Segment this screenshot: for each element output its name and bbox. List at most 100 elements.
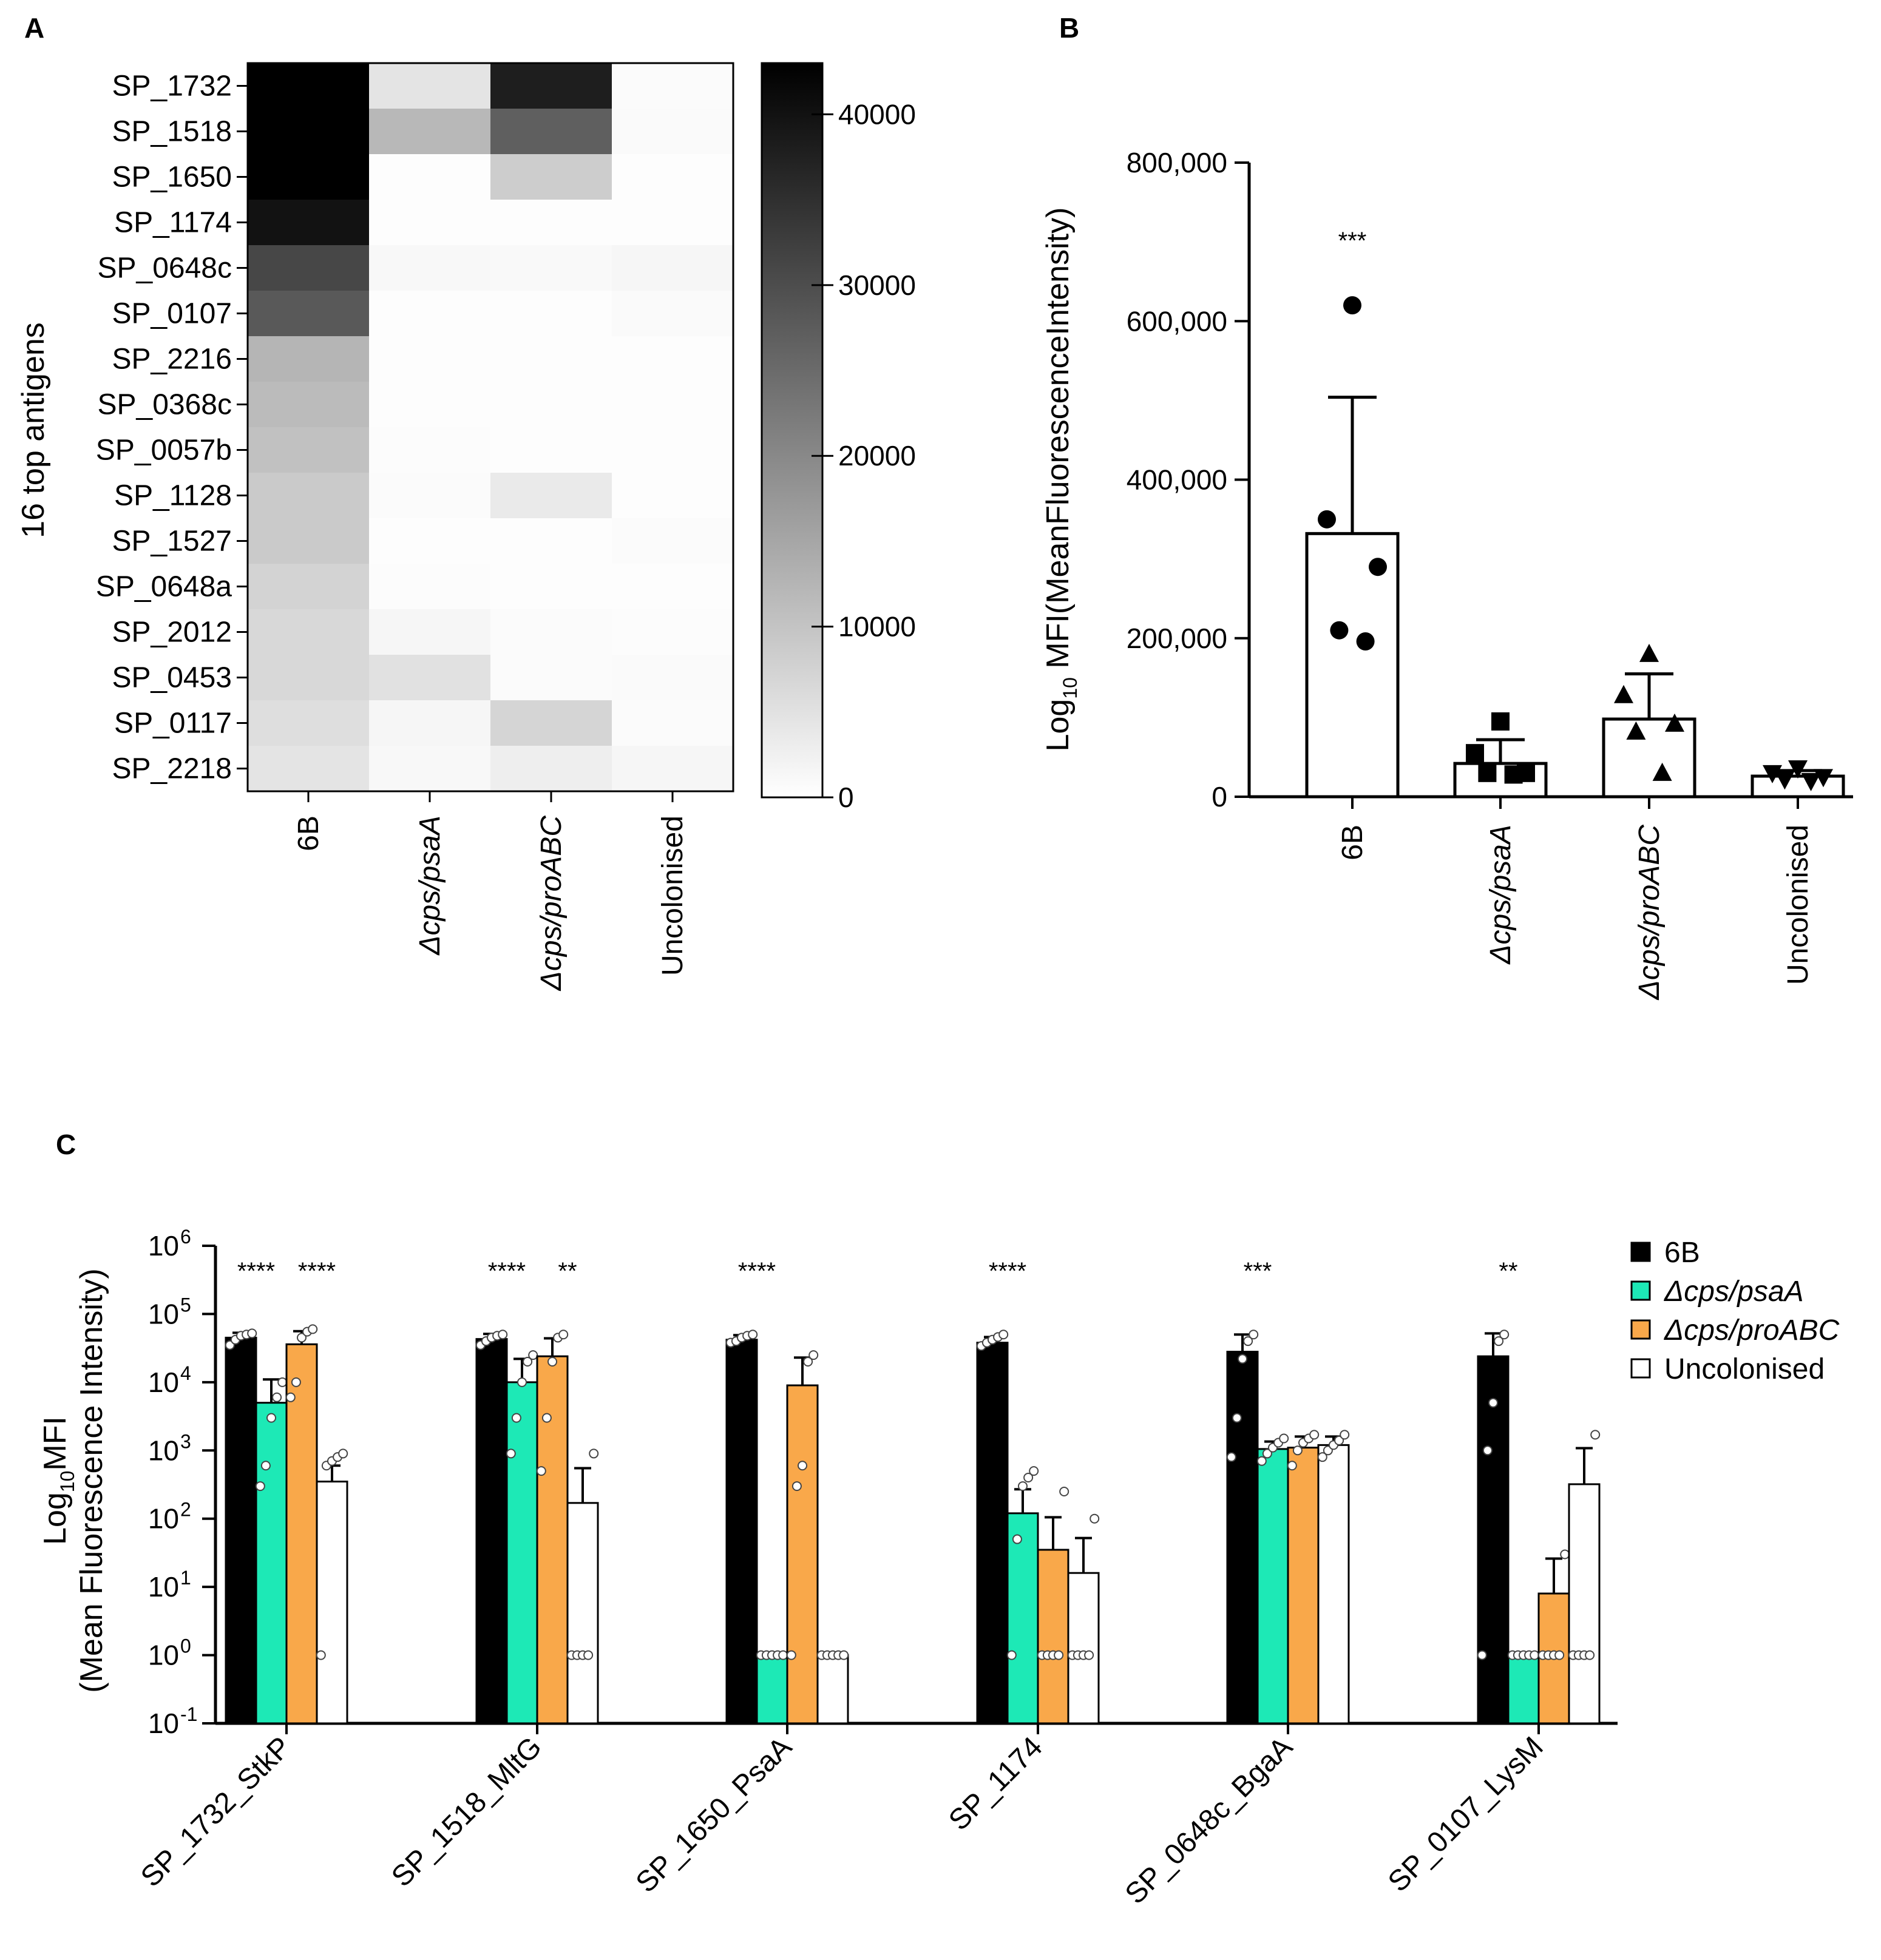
- c-data-point: [1256, 1456, 1267, 1466]
- heatmap-cell: [248, 336, 370, 382]
- c-bar: [1287, 1447, 1320, 1725]
- heatmap-cell: [369, 427, 491, 473]
- heatmap-frame: [246, 62, 734, 792]
- c-legend-label: Δcps/proABC: [1664, 1314, 1840, 1347]
- c-bar: [475, 1338, 508, 1725]
- c-data-point: [260, 1461, 271, 1471]
- c-bar: [1226, 1351, 1259, 1725]
- c-data-point: [316, 1650, 326, 1660]
- heatmap-cell: [490, 245, 612, 291]
- c-data-point: [277, 1377, 288, 1387]
- c-y-tick-exponent: 2: [180, 1499, 191, 1521]
- heatmap-cell: [248, 518, 370, 564]
- heatmap-cell: [248, 382, 370, 428]
- heatmap-cell: [612, 245, 734, 291]
- heatmap-col-label: Uncolonised: [657, 816, 689, 976]
- c-data-point: [1006, 1650, 1017, 1660]
- c-data-point: [589, 1448, 599, 1459]
- c-data-point: [1262, 1448, 1272, 1459]
- b-x-label: Δcps/psaA: [1485, 825, 1517, 965]
- heatmap-row-label: SP_0648c: [97, 252, 232, 285]
- heatmap-cell: [490, 154, 612, 200]
- c-bar: [1067, 1572, 1100, 1725]
- c-legend-swatch: [1630, 1242, 1651, 1262]
- heatmap-row-label: SP_2012: [112, 617, 232, 649]
- heatmap-cell: [369, 382, 491, 428]
- heatmap-row-label: SP_2218: [112, 753, 232, 785]
- c-x-label: SP_1518_MltG: [385, 1731, 548, 1893]
- c-bar: [786, 1384, 819, 1725]
- heatmap-row-label: SP_0648a: [96, 571, 232, 603]
- colorbar-tick-label: 40000: [838, 98, 916, 130]
- c-bar: [506, 1381, 538, 1725]
- b-bar: [1602, 717, 1696, 799]
- b-data-point: [1369, 558, 1387, 576]
- c-bar: [1568, 1483, 1601, 1725]
- b-y-tick-label: 0: [1212, 781, 1227, 813]
- b-data-point: [1318, 510, 1336, 529]
- c-data-point: [528, 1350, 538, 1360]
- c-data-point: [291, 1377, 301, 1387]
- b-y-title-rest: MFI(MeanFluorescenceIntensity): [1040, 208, 1076, 678]
- heatmap-row-label: SP_0107: [112, 298, 232, 330]
- heatmap-row-label: SP_1650: [112, 161, 232, 194]
- c-data-point: [1309, 1430, 1320, 1440]
- heatmap-cell: [248, 655, 370, 701]
- c-data-point: [998, 1330, 1009, 1340]
- c-bar: [976, 1342, 1009, 1725]
- c-data-point: [748, 1330, 758, 1340]
- c-data-point: [1029, 1466, 1039, 1476]
- heatmap-cell: [369, 518, 491, 564]
- c-y-tick-label: 10: [148, 1571, 179, 1603]
- b-y-tick-label: 200,000: [1127, 623, 1227, 654]
- c-data-point: [1090, 1513, 1100, 1524]
- legend-c: 6B Δcps/psaA Δcps/proABC Uncolonised: [1630, 1237, 1840, 1385]
- c-bar: [1256, 1448, 1289, 1725]
- heatmap-cell: [490, 200, 612, 246]
- heatmap-cell: [490, 746, 612, 792]
- heatmap-col-label: Δcps/psaA: [414, 816, 446, 956]
- heatmap-cell: [490, 655, 612, 701]
- heatmap-cell: [369, 336, 491, 382]
- heatmap-cell: [612, 518, 734, 564]
- c-y-tick-label: 10: [148, 1230, 179, 1262]
- heatmap-cell: [369, 109, 491, 155]
- colorbar-tick-label: 10000: [838, 611, 916, 643]
- c-bar: [1037, 1549, 1069, 1725]
- c-legend-label: 6B: [1664, 1237, 1700, 1269]
- c-y-title-mfi: MFI: [38, 1416, 73, 1471]
- c-significance: ****: [298, 1258, 336, 1285]
- heatmap-cell: [612, 427, 734, 473]
- heatmap-row-label: SP_0117: [114, 708, 232, 740]
- c-bar: [566, 1502, 599, 1725]
- heatmap-cell: [612, 109, 734, 155]
- c-data-point: [1226, 1452, 1236, 1462]
- b-y-tick-label: 400,000: [1127, 464, 1227, 496]
- c-data-point: [583, 1650, 594, 1660]
- b-y-title-sub: 10: [1059, 677, 1081, 699]
- heatmap-cell: [248, 63, 370, 109]
- c-significance: ****: [738, 1258, 776, 1285]
- c-y-tick-label: 10: [148, 1708, 179, 1739]
- c-bar: [255, 1402, 288, 1725]
- c-data-point: [1012, 1534, 1022, 1544]
- c-data-point: [547, 1357, 557, 1367]
- heatmap-cell: [612, 609, 734, 655]
- c-legend-label: Uncolonised: [1664, 1353, 1825, 1385]
- c-significance: ****: [989, 1258, 1026, 1285]
- c-data-point: [308, 1324, 318, 1334]
- c-data-point: [803, 1357, 813, 1367]
- heatmap-cell: [248, 109, 370, 155]
- c-y-tick-exponent: 0: [180, 1635, 191, 1657]
- heatmap-cell: [248, 245, 370, 291]
- bar-chart-b: 0 200,000 400,000 600,000 800,000 Log10 MFI(M…: [1040, 147, 1853, 1000]
- heatmap-cell: [248, 746, 370, 792]
- b-x-label: 6B: [1337, 825, 1369, 860]
- c-data-point: [791, 1481, 802, 1492]
- colorbar-tick-label: 0: [838, 782, 854, 813]
- c-bar: [225, 1336, 257, 1725]
- heatmap-y-title: 16 top antigens: [16, 322, 51, 538]
- c-x-label: SP_1174: [943, 1731, 1049, 1837]
- c-data-point: [1488, 1397, 1498, 1408]
